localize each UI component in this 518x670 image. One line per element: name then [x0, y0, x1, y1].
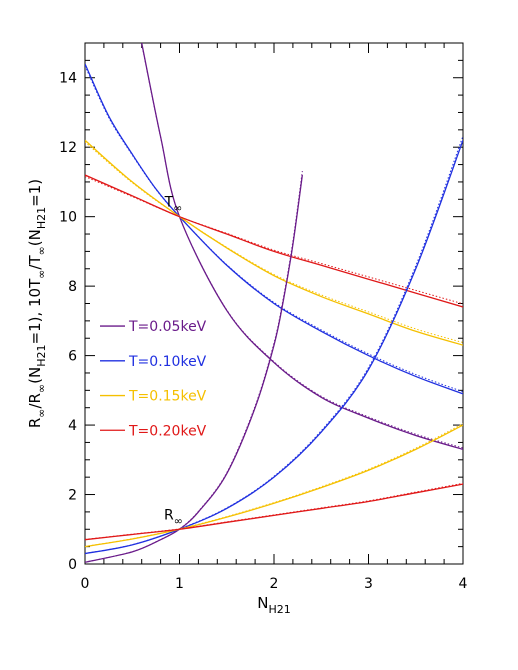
series-line-t-1 [85, 63, 463, 395]
x-tick-label: 2 [270, 576, 279, 592]
series-dotted-line-t-0 [141, 43, 463, 449]
series-dotted-line-t-3 [85, 176, 463, 305]
series-line-t-3 [85, 174, 463, 308]
y-tick-label: 14 [59, 71, 77, 87]
series-line-t-2 [85, 139, 463, 346]
series-line-r-7 [85, 483, 463, 541]
y-tick-label: 10 [59, 210, 77, 226]
y-tick-label: 8 [68, 279, 77, 295]
series-line-r-5 [85, 140, 463, 555]
x-tick-label: 0 [81, 576, 90, 592]
series-dotted-line-r-7 [85, 482, 463, 540]
y-tick-label: 0 [68, 557, 77, 573]
y-tick-label: 6 [68, 349, 77, 365]
annotation-t-inf: T∞ [164, 195, 183, 215]
y-tick-label: 12 [59, 140, 77, 156]
series-dotted-line-r-5 [85, 135, 463, 554]
series-line-r-6 [85, 424, 463, 548]
legend-label: T=0.10keV [128, 354, 207, 370]
y-tick-label: 4 [68, 418, 77, 434]
series-line-r-4 [85, 174, 303, 563]
legend-label: T=0.20keV [128, 423, 207, 439]
y-axis-title: R∞/R∞(NH21=1), 10T∞/T∞(NH21=1) [26, 179, 48, 428]
series-dotted-line-t-2 [85, 141, 463, 344]
y-tick-label: 2 [68, 488, 77, 504]
x-tick-label: 1 [175, 576, 184, 592]
series-dotted-line-r-6 [85, 423, 463, 547]
x-axis-title: NH21 [257, 594, 291, 616]
legend-label: T=0.05keV [128, 319, 207, 335]
x-tick-label: 3 [364, 576, 373, 592]
legend-label: T=0.15keV [128, 389, 207, 405]
x-tick-label: 4 [459, 576, 468, 592]
annotation-r-inf: R∞ [164, 507, 183, 527]
series-line-t-0 [141, 43, 463, 451]
